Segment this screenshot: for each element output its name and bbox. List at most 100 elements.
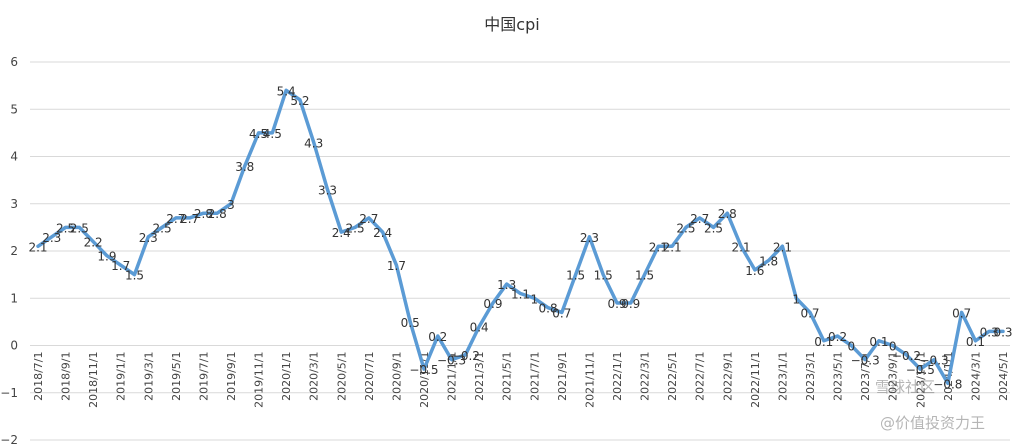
y-tick-label: 3 [10, 197, 18, 211]
data-label: 2.7 [359, 212, 378, 226]
chart-title: 中国cpi [484, 15, 539, 34]
data-label: −0.5 [409, 363, 438, 377]
data-label: 0.3 [980, 325, 999, 339]
data-label: 2.5 [70, 221, 89, 235]
watermark-author: @价值投资力王 [880, 414, 986, 432]
data-label: 2.5 [704, 221, 723, 235]
data-label: 2.8 [718, 207, 737, 221]
data-label: 3.8 [235, 160, 254, 174]
x-tick-label: 2021/3/1 [473, 352, 486, 401]
x-tick-label: 2023/1/1 [776, 352, 789, 401]
x-tick-label: 2019/1/1 [115, 352, 128, 401]
data-label: 1.3 [497, 278, 516, 292]
data-label: 0.7 [552, 306, 571, 320]
data-label: 0.4 [470, 321, 489, 335]
data-label: −0.8 [933, 377, 962, 391]
x-tick-label: 2019/5/1 [170, 352, 183, 401]
data-label: 2.3 [580, 231, 599, 245]
x-tick-label: 2019/9/1 [225, 352, 238, 401]
x-tick-label: 2023/5/1 [832, 352, 845, 401]
data-label: 2.2 [84, 236, 103, 250]
data-label: 1.5 [635, 269, 654, 283]
x-tick-label: 2023/7/1 [859, 352, 872, 401]
data-label: 1.6 [745, 264, 764, 278]
data-label: 2.4 [332, 226, 351, 240]
data-label: 1.5 [125, 269, 144, 283]
data-label: −0.3 [920, 354, 949, 368]
data-label: 0 [848, 340, 856, 354]
data-label: 0.1 [814, 335, 833, 349]
x-tick-label: 2021/5/1 [501, 352, 514, 401]
data-label: 1 [792, 292, 800, 306]
x-tick-label: 2022/7/1 [694, 352, 707, 401]
data-label: 1 [530, 292, 538, 306]
data-label: −0.2 [451, 349, 480, 363]
x-tick-label: 2024/3/1 [969, 352, 982, 401]
data-label: 0.9 [483, 297, 502, 311]
data-label: 2.1 [28, 240, 47, 254]
data-label: 0.1 [966, 335, 985, 349]
y-tick-label: 1 [10, 291, 18, 305]
x-tick-label: 2024/5/1 [997, 352, 1010, 401]
x-tick-label: 2022/5/1 [666, 352, 679, 401]
data-label: 2.5 [346, 221, 365, 235]
y-tick-label: −2 [0, 433, 18, 447]
data-label: 4.5 [263, 127, 282, 141]
data-label: −0.5 [906, 363, 935, 377]
x-tick-label: 2022/11/1 [749, 352, 762, 408]
data-label: 0 [889, 340, 897, 354]
x-tick-label: 2020/5/1 [335, 352, 348, 401]
x-tick-label: 2019/3/1 [142, 352, 155, 401]
y-axis-ticks: −2 −1 0 1 2 3 4 5 6 [0, 55, 18, 447]
x-tick-label: 2023/9/1 [887, 352, 900, 401]
x-tick-label: 2019/11/1 [253, 352, 266, 408]
data-label: 3 [227, 198, 235, 212]
data-label: 2.1 [649, 240, 668, 254]
x-tick-label: 2022/9/1 [721, 352, 734, 401]
data-label: 3.3 [318, 184, 337, 198]
x-axis-ticks: 2018/7/1 2018/9/1 2018/11/1 2019/1/1 2019/3/… [32, 352, 1010, 408]
data-label: 2.5 [676, 221, 695, 235]
series-line [36, 88, 1005, 386]
x-tick-label: 2022/1/1 [611, 352, 624, 401]
data-label: −0.2 [892, 349, 921, 363]
x-tick-label: 2020/7/1 [363, 352, 376, 401]
data-label: 0.3 [993, 325, 1012, 339]
x-tick-label: 2020/1/1 [280, 352, 293, 401]
data-label: 0.1 [869, 335, 888, 349]
data-label: 2.1 [773, 240, 792, 254]
x-tick-label: 2018/7/1 [32, 352, 45, 401]
data-label: 0.7 [800, 306, 819, 320]
data-label: 2.5 [56, 221, 75, 235]
x-tick-label: 2023/3/1 [804, 352, 817, 401]
y-tick-label: 0 [10, 339, 18, 353]
y-tick-label: 2 [10, 244, 18, 258]
x-tick-label: 2018/11/1 [87, 352, 100, 408]
data-label: −0.3 [437, 354, 466, 368]
data-label: 0.7 [952, 306, 971, 320]
x-tick-label: 2021/11/1 [583, 352, 596, 408]
data-label: 1.8 [759, 254, 778, 268]
data-label: 2.7 [690, 212, 709, 226]
data-label: 0.8 [539, 302, 558, 316]
data-label: 2.7 [166, 212, 185, 226]
data-label: 2.3 [139, 231, 158, 245]
y-tick-label: 5 [10, 102, 18, 116]
data-label: 0.2 [828, 330, 847, 344]
y-tick-label: −1 [0, 386, 18, 400]
y-tick-label: 6 [10, 55, 18, 69]
x-tick-label: 2019/7/1 [197, 352, 210, 401]
data-label: 1.9 [97, 250, 116, 264]
data-labels: 2.12.32.52.52.21.91.71.52.32.52.72.72.82… [28, 84, 1012, 391]
x-tick-label: 2020/3/1 [308, 352, 321, 401]
data-label: 4.5 [249, 127, 268, 141]
x-tick-label: 2020/9/1 [390, 352, 403, 401]
watermark-brand: 雪球社区 [875, 378, 936, 396]
data-label: 2.3 [42, 231, 61, 245]
data-label: 0.5 [401, 316, 420, 330]
data-label: 5.2 [290, 94, 309, 108]
y-tick-label: 4 [10, 150, 18, 164]
x-tick-label: 2021/7/1 [528, 352, 541, 401]
